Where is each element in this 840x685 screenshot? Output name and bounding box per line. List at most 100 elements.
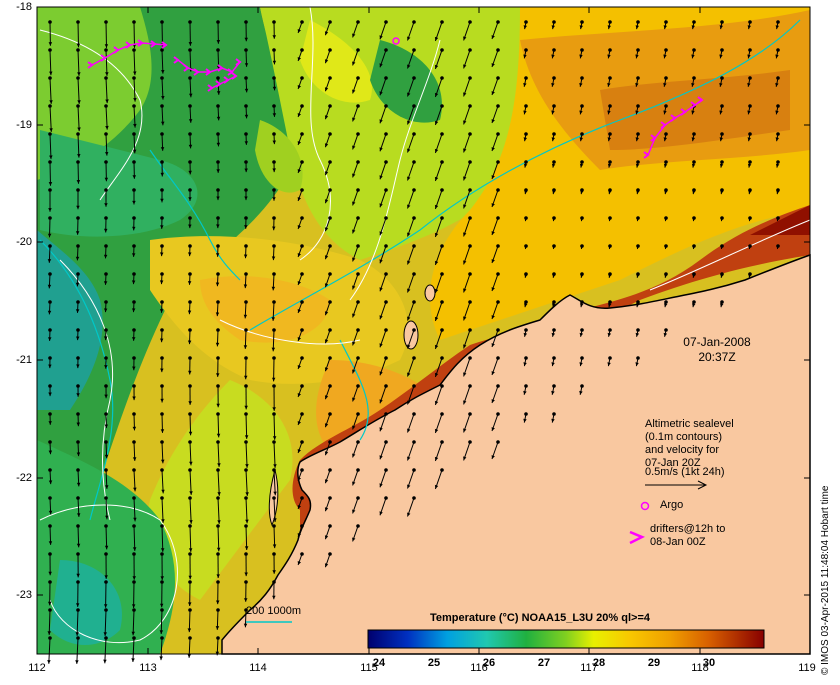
velocity-origin-dot [412,496,416,500]
velocity-origin-dot [132,580,136,584]
velocity-origin-dot [356,104,360,108]
velocity-origin-dot [76,328,80,332]
velocity-origin-dot [132,524,136,528]
legend-sealevel-line: and velocity for [645,444,719,457]
velocity-origin-dot [104,356,108,360]
velocity-origin-dot [524,244,528,248]
velocity-origin-dot [188,524,192,528]
colorbar-tick: 28 [584,657,614,669]
lat-tick-label: -23 [4,589,32,601]
velocity-origin-dot [48,524,52,528]
velocity-origin-dot [524,132,528,136]
velocity-origin-dot [48,384,52,388]
velocity-origin-dot [104,216,108,220]
velocity-arrow [78,22,79,47]
velocity-origin-dot [440,328,444,332]
velocity-origin-dot [636,104,640,108]
velocity-origin-dot [132,244,136,248]
velocity-origin-dot [524,384,528,388]
velocity-origin-dot [188,244,192,248]
colorbar-tick: 25 [419,657,449,669]
velocity-origin-dot [48,132,52,136]
velocity-origin-dot [720,188,724,192]
velocity-origin-dot [160,20,164,24]
velocity-origin-dot [776,48,780,52]
velocity-origin-dot [132,328,136,332]
velocity-origin-dot [524,20,528,24]
velocity-origin-dot [328,272,332,276]
velocity-origin-dot [188,328,192,332]
legend-sealevel-line: (0.1m contours) [645,431,722,444]
velocity-origin-dot [104,20,108,24]
velocity-origin-dot [356,20,360,24]
velocity-origin-dot [48,160,52,164]
velocity-origin-dot [412,160,416,164]
velocity-origin-dot [216,216,220,220]
velocity-origin-dot [748,20,752,24]
velocity-origin-dot [104,132,108,136]
velocity-origin-dot [552,20,556,24]
velocity-origin-dot [580,76,584,80]
velocity-origin-dot [48,636,52,640]
velocity-origin-dot [496,160,500,164]
velocity-origin-dot [328,216,332,220]
velocity-origin-dot [104,328,108,332]
velocity-origin-dot [468,328,472,332]
velocity-origin-dot [496,244,500,248]
velocity-origin-dot [300,48,304,52]
velocity-origin-dot [496,76,500,80]
velocity-origin-dot [608,160,612,164]
velocity-origin-dot [300,20,304,24]
velocity-origin-dot [300,104,304,108]
velocity-origin-dot [412,356,416,360]
velocity-origin-dot [384,440,388,444]
velocity-origin-dot [468,188,472,192]
velocity-origin-dot [244,524,248,528]
velocity-origin-dot [496,384,500,388]
velocity-origin-dot [608,188,612,192]
velocity-origin-dot [300,524,304,528]
velocity-origin-dot [496,300,500,304]
velocity-origin-dot [664,188,668,192]
velocity-origin-dot [468,384,472,388]
velocity-origin-dot [384,104,388,108]
velocity-origin-dot [104,636,108,640]
velocity-origin-dot [468,216,472,220]
velocity-origin-dot [440,104,444,108]
velocity-origin-dot [76,188,80,192]
velocity-origin-dot [300,160,304,164]
velocity-origin-dot [104,104,108,108]
velocity-origin-dot [608,216,612,220]
velocity-origin-dot [412,272,416,276]
velocity-origin-dot [440,76,444,80]
velocity-origin-dot [160,552,164,556]
velocity-origin-dot [244,468,248,472]
velocity-origin-dot [580,356,584,360]
velocity-origin-dot [76,132,80,136]
velocity-origin-dot [720,216,724,220]
velocity-origin-dot [160,496,164,500]
velocity-origin-dot [664,272,668,276]
velocity-origin-dot [188,580,192,584]
velocity-origin-dot [440,356,444,360]
lat-tick-label: -19 [4,119,32,131]
velocity-origin-dot [636,244,640,248]
velocity-origin-dot [160,524,164,528]
velocity-origin-dot [496,188,500,192]
velocity-origin-dot [356,524,360,528]
velocity-origin-dot [104,76,108,80]
velocity-origin-dot [48,468,52,472]
velocity-origin-dot [356,496,360,500]
velocity-origin-dot [160,440,164,444]
velocity-origin-dot [552,188,556,192]
velocity-origin-dot [188,468,192,472]
velocity-origin-dot [552,104,556,108]
velocity-origin-dot [328,328,332,332]
velocity-origin-dot [244,20,248,24]
velocity-origin-dot [272,580,276,584]
velocity-origin-dot [76,608,80,612]
velocity-origin-dot [76,104,80,108]
velocity-origin-dot [412,384,416,388]
velocity-origin-dot [608,272,612,276]
velocity-origin-dot [440,188,444,192]
